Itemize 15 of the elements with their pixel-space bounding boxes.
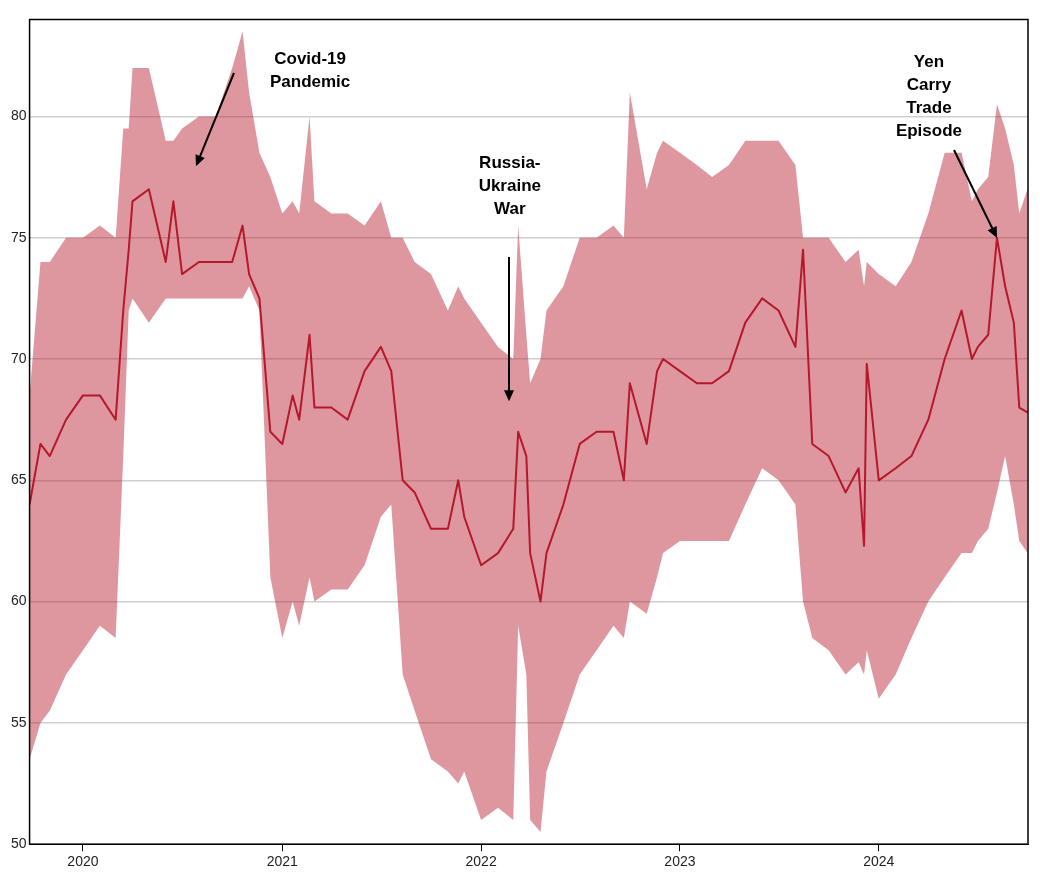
x-tick-label: 2022 <box>465 853 497 870</box>
x-tick-label: 2020 <box>67 853 99 870</box>
y-tick-label: 65 <box>10 471 27 488</box>
y-tick-label: 55 <box>10 713 27 730</box>
annotation: Covid-19 Pandemic <box>269 48 351 91</box>
y-tick-label: 75 <box>10 228 27 245</box>
x-tick-label: 2023 <box>664 853 696 870</box>
x-tick-label: 2021 <box>266 853 299 870</box>
y-tick-label: 80 <box>10 107 27 124</box>
y-tick-label: 60 <box>10 592 27 609</box>
annotation: Russia-Ukraine War <box>478 152 541 218</box>
y-tick-label: 70 <box>10 349 27 366</box>
y-tick-label: 50 <box>10 835 27 852</box>
annotation: Yen Carry Trade Episode <box>895 51 963 140</box>
x-tick-label: 2024 <box>863 853 895 870</box>
